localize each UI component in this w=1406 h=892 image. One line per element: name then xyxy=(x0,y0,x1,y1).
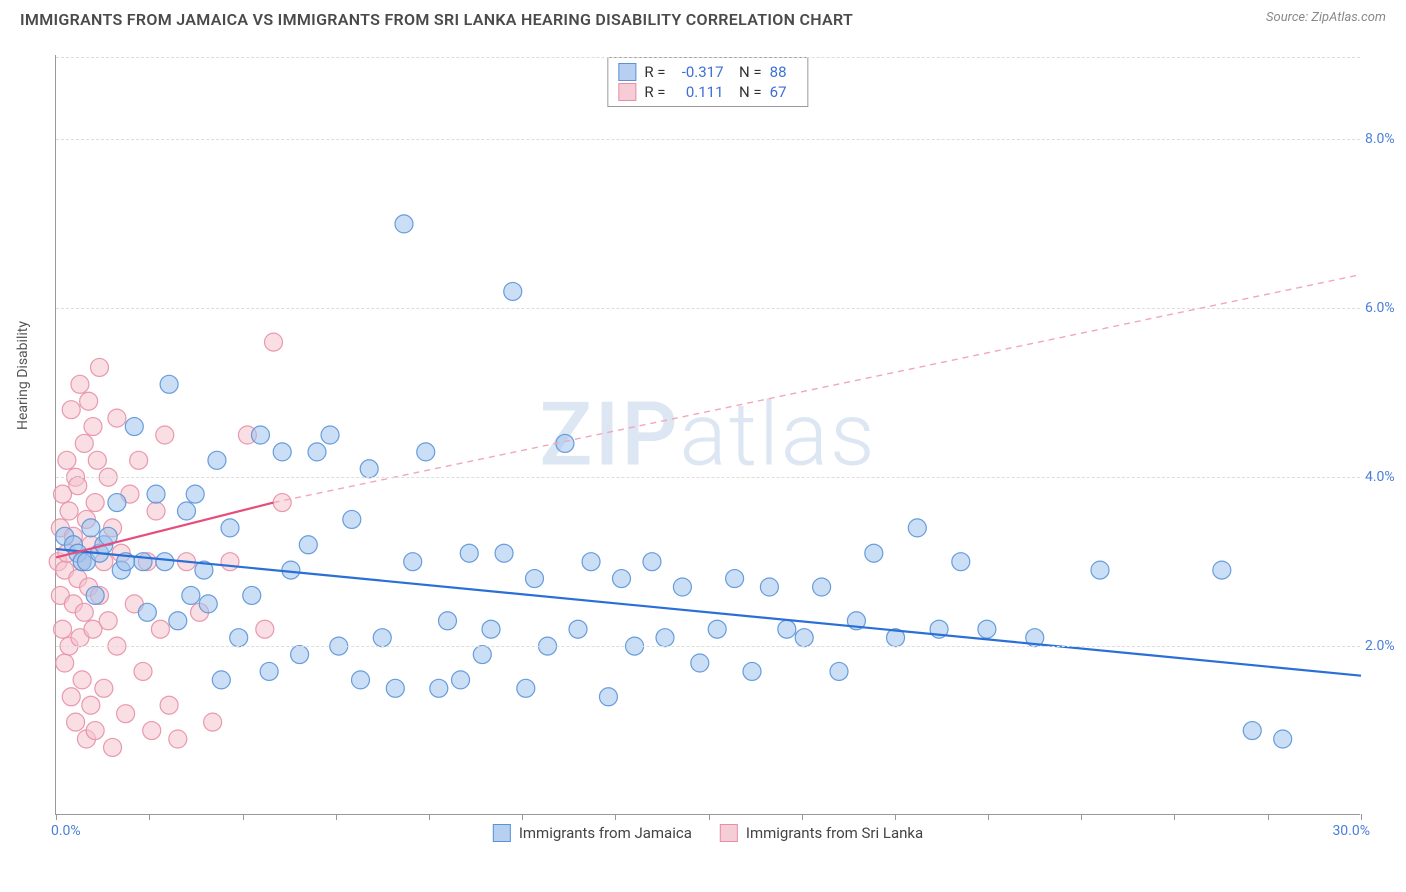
swatch-srilanka xyxy=(618,83,636,101)
legend-label-jamaica: Immigrants from Jamaica xyxy=(519,824,692,842)
legend-swatch-jamaica xyxy=(493,824,511,842)
legend-label-srilanka: Immigrants from Sri Lanka xyxy=(746,824,923,842)
x-axis-end-label: 30.0% xyxy=(1332,823,1370,839)
chart-plot-area: ZIPatlas R =-0.317 N =88 R =0.111 N =67 … xyxy=(55,55,1360,815)
legend-item-srilanka: Immigrants from Sri Lanka xyxy=(720,824,923,842)
scatter-svg xyxy=(56,55,1360,814)
stats-row-jamaica: R =-0.317 N =88 xyxy=(618,62,797,82)
swatch-jamaica xyxy=(618,63,636,81)
bottom-legend: Immigrants from Jamaica Immigrants from … xyxy=(493,824,923,842)
stats-legend-box: R =-0.317 N =88 R =0.111 N =67 xyxy=(607,57,808,107)
legend-swatch-srilanka xyxy=(720,824,738,842)
chart-title: IMMIGRANTS FROM JAMAICA VS IMMIGRANTS FR… xyxy=(20,10,853,29)
source-text: Source: ZipAtlas.com xyxy=(1266,10,1386,25)
stats-row-srilanka: R =0.111 N =67 xyxy=(618,82,797,102)
y-axis-label: Hearing Disability xyxy=(15,321,31,430)
x-axis-start-label: 0.0% xyxy=(51,823,81,839)
legend-item-jamaica: Immigrants from Jamaica xyxy=(493,824,692,842)
